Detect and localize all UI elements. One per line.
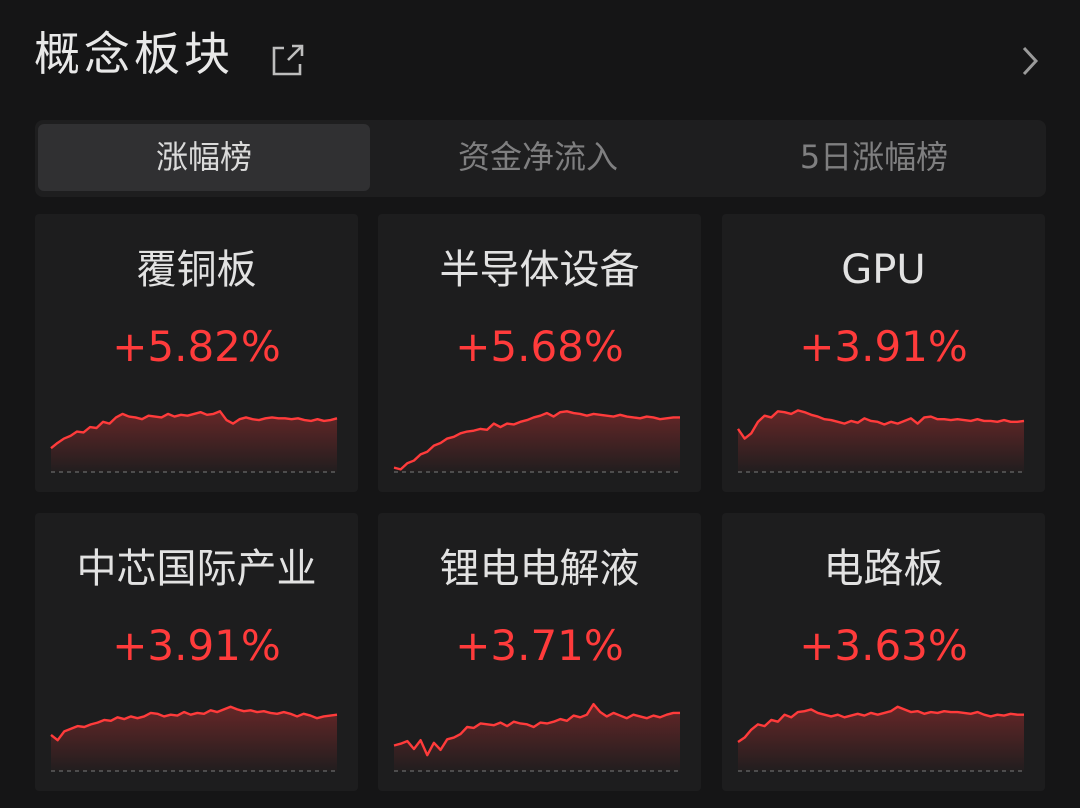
trend-line bbox=[737, 409, 1025, 440]
trend-area bbox=[51, 706, 337, 771]
trend-line bbox=[393, 410, 680, 471]
concept-card[interactable]: GPU +3.91% bbox=[722, 214, 1045, 492]
concept-name: 中芯国际产业 bbox=[76, 546, 317, 592]
trend-area bbox=[51, 411, 337, 472]
trend-area bbox=[394, 704, 680, 771]
concept-change: +5.82% bbox=[112, 322, 281, 371]
ranking-tabs: 涨幅榜 资金净流入 5日涨幅榜 bbox=[35, 120, 1046, 197]
concept-change: +3.91% bbox=[112, 621, 281, 670]
chevron-right-icon[interactable] bbox=[1014, 44, 1044, 78]
trend-sparkline bbox=[50, 705, 338, 772]
concept-change: +3.91% bbox=[799, 322, 968, 371]
trend-sparkline bbox=[737, 409, 1025, 473]
concept-card[interactable]: 半导体设备 +5.68% bbox=[378, 214, 701, 492]
trend-sparkline bbox=[737, 705, 1024, 772]
trend-line bbox=[737, 705, 1024, 743]
trend-area bbox=[394, 411, 680, 472]
trend-sparkline bbox=[393, 410, 680, 473]
concept-change: +3.63% bbox=[799, 621, 968, 670]
trend-area bbox=[738, 706, 1024, 771]
concept-name: 覆铜板 bbox=[136, 247, 257, 293]
concept-change: +5.68% bbox=[455, 322, 624, 371]
concept-card[interactable]: 电路板 +3.63% bbox=[722, 513, 1045, 791]
trend-line bbox=[50, 705, 338, 742]
trend-sparkline bbox=[393, 702, 680, 772]
trend-sparkline bbox=[50, 410, 338, 473]
trend-line bbox=[50, 410, 338, 450]
concept-card[interactable]: 中芯国际产业 +3.91% bbox=[35, 513, 358, 791]
tab-gain-ranking[interactable]: 涨幅榜 bbox=[38, 124, 370, 191]
concept-name: 半导体设备 bbox=[439, 247, 640, 293]
concept-card[interactable]: 锂电电解液 +3.71% bbox=[378, 513, 701, 791]
concept-card[interactable]: 覆铜板 +5.82% bbox=[35, 214, 358, 492]
concept-name: GPU bbox=[841, 247, 926, 293]
page-title: 概念板块 bbox=[34, 27, 234, 81]
trend-line bbox=[393, 702, 680, 757]
tab-5day-gain[interactable]: 5日涨幅榜 bbox=[799, 138, 949, 176]
trend-area bbox=[738, 410, 1024, 472]
header: 概念板块 bbox=[0, 0, 1080, 118]
external-link-icon[interactable] bbox=[268, 40, 308, 80]
tab-net-inflow[interactable]: 资金净流入 bbox=[457, 138, 618, 176]
concept-name: 锂电电解液 bbox=[439, 546, 640, 592]
concept-change: +3.71% bbox=[455, 621, 624, 670]
concept-name: 电路板 bbox=[823, 546, 944, 592]
